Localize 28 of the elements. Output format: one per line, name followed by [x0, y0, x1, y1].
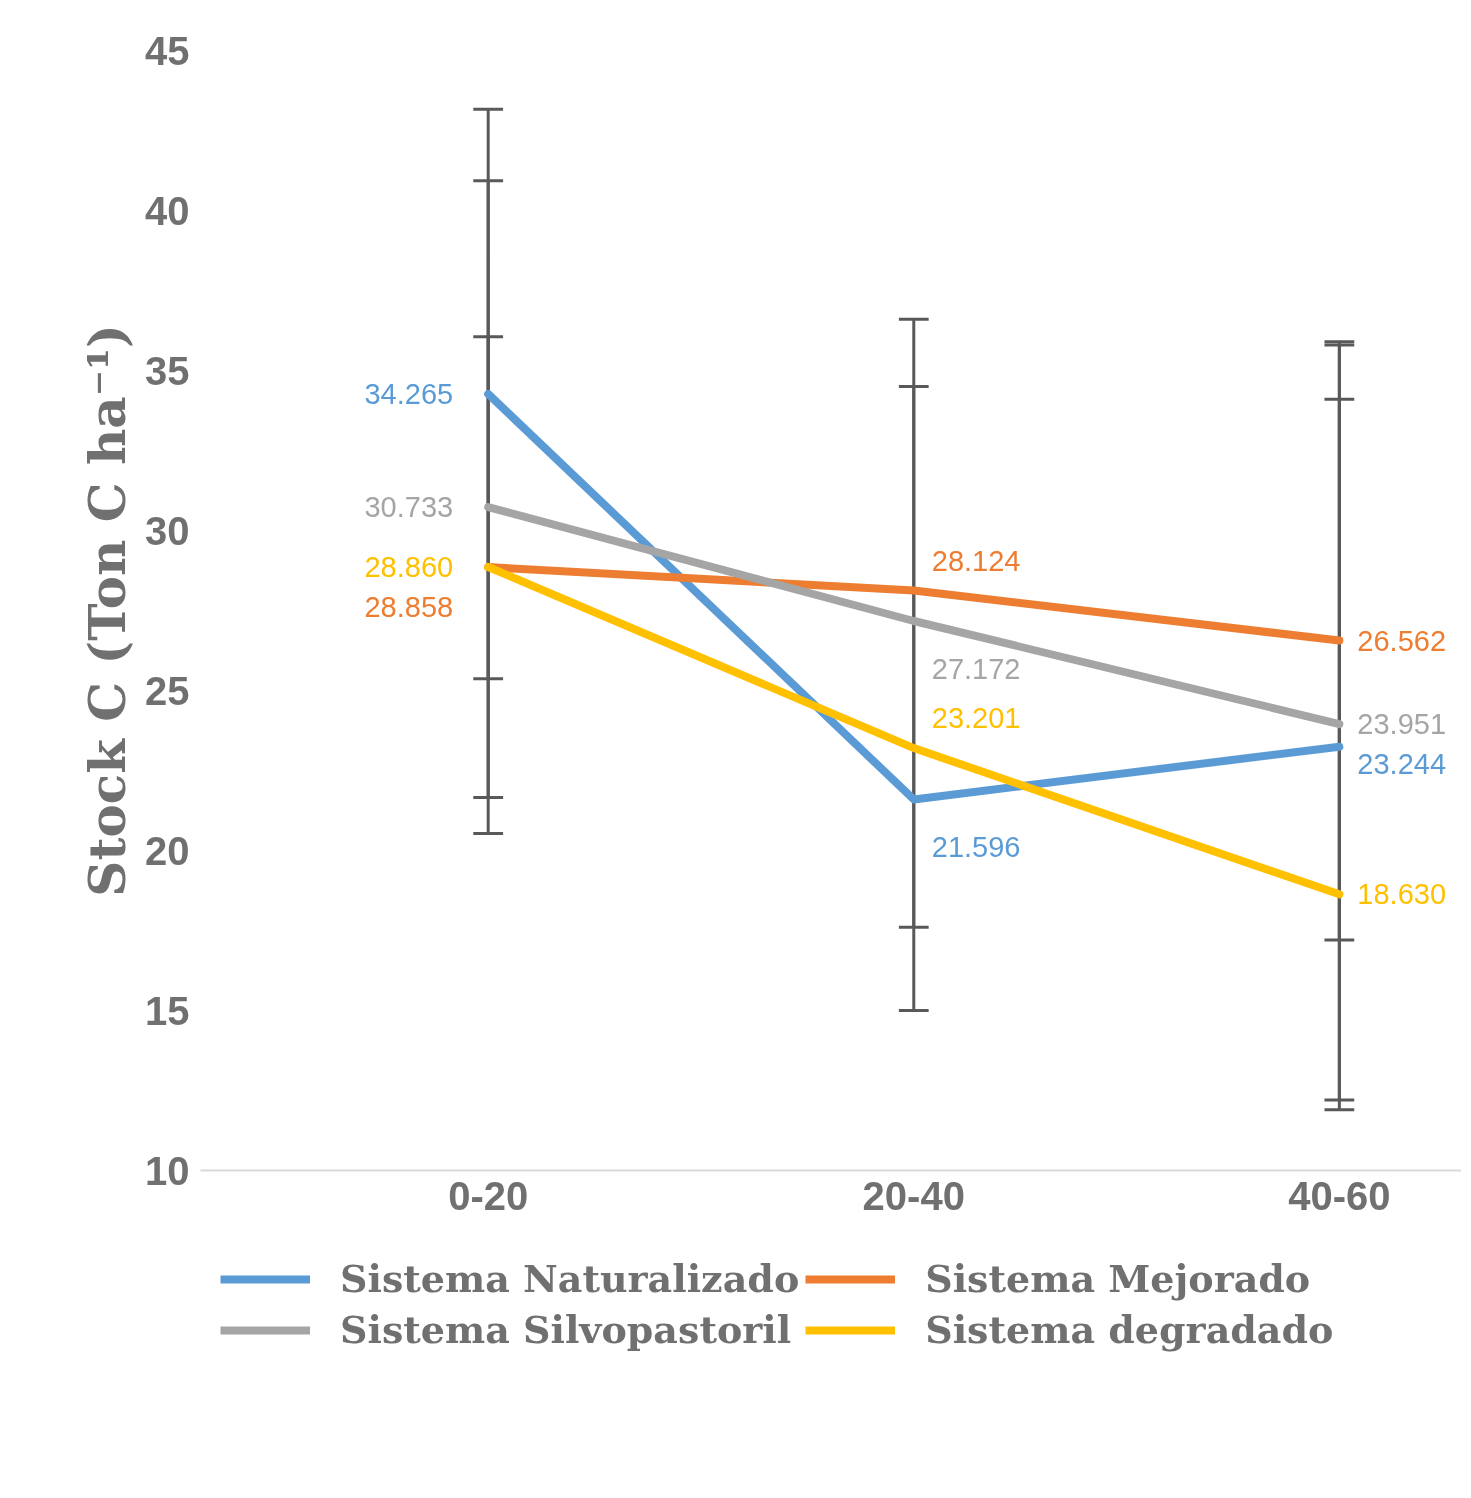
y-tick-label: 10	[145, 1148, 190, 1193]
data-label: 21.596	[931, 831, 1021, 864]
data-label: 18.630	[1357, 878, 1447, 911]
y-tick-label: 30	[145, 508, 190, 553]
data-label: 23.951	[1357, 708, 1447, 741]
x-tick-label: 20-40	[862, 1173, 965, 1218]
data-label: 23.201	[931, 702, 1021, 735]
legend-label: Sistema degradado	[925, 1307, 1335, 1352]
y-axis-title: Stock C (Ton C ha⁻¹)	[78, 324, 138, 897]
y-tick-label: 35	[145, 348, 190, 393]
data-label: 34.265	[364, 378, 454, 411]
data-label: 30.733	[364, 491, 454, 524]
data-label: 28.858	[364, 590, 454, 623]
y-tick-label: 15	[145, 988, 190, 1033]
data-label: 28.124	[931, 544, 1021, 577]
y-tick-label: 20	[145, 828, 190, 873]
y-tick-label: 40	[145, 188, 190, 233]
data-label: 23.244	[1357, 748, 1447, 781]
data-label: 26.562	[1357, 624, 1447, 657]
legend-label: Sistema Naturalizado	[340, 1256, 800, 1301]
data-label: 28.860	[364, 550, 454, 583]
x-tick-label: 40-60	[1288, 1173, 1391, 1218]
x-tick-label: 0-20	[448, 1173, 529, 1218]
legend-label: Sistema Mejorado	[925, 1256, 1312, 1301]
legend-label: Sistema Silvopastoril	[340, 1307, 792, 1352]
y-tick-label: 45	[145, 28, 190, 73]
y-tick-label: 25	[145, 668, 190, 713]
data-label: 27.172	[931, 653, 1021, 685]
